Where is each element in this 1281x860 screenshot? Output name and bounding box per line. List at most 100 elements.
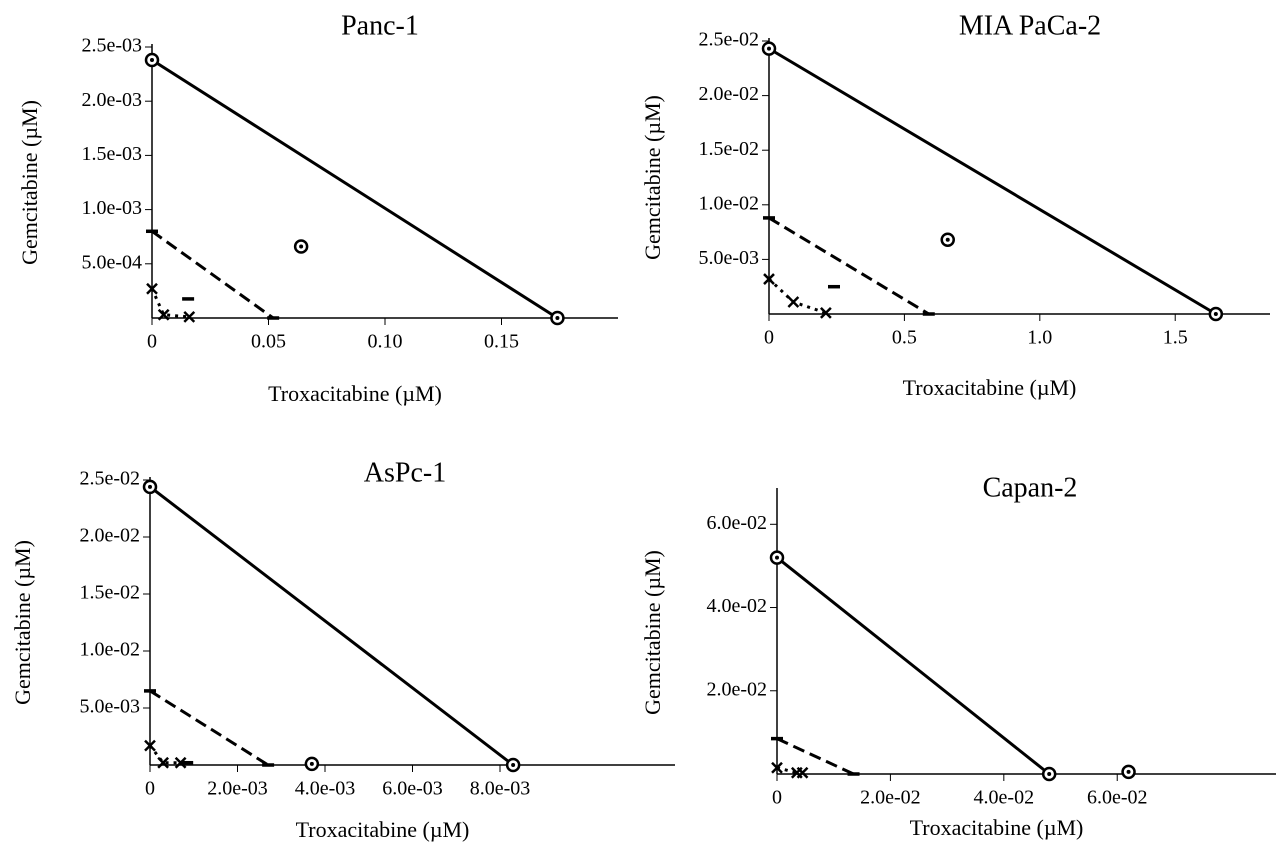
panel: Panc-1 Troxacitabine (µM) Gemcitabine (µM)… — [17, 10, 618, 406]
marker-stroke — [157, 308, 170, 321]
marker-cross — [157, 756, 170, 769]
series-line — [768, 216, 930, 316]
marker-dot — [309, 761, 314, 766]
marker-cross — [787, 296, 800, 308]
y-axis-label: Gemcitabine (µM) — [10, 540, 35, 705]
marker-stroke — [763, 273, 775, 285]
marker-circle — [304, 756, 320, 772]
series-line — [151, 58, 559, 320]
series-line — [776, 766, 803, 775]
marker-dot — [148, 484, 152, 489]
x-tick-label: 1.0 — [1027, 327, 1052, 349]
y-tick-label: 2.5e-02 — [79, 468, 140, 490]
panel-title: Panc-1 — [341, 10, 419, 41]
y-tick-label: 2.0e-02 — [698, 83, 759, 105]
marker-cross — [771, 761, 783, 774]
series-line — [151, 230, 275, 320]
marker-circle — [550, 310, 565, 326]
x-tick-label: 6.0e-03 — [382, 778, 443, 800]
x-tick-label: 4.0e-02 — [974, 787, 1035, 809]
x-tick-label: 0.05 — [251, 331, 286, 353]
y-tick-label: 1.5e-02 — [79, 582, 140, 604]
x-tick-label: 6.0e-02 — [1087, 787, 1148, 809]
y-axis-label: Gemcitabine (µM) — [640, 550, 665, 715]
marker-stroke — [146, 282, 158, 295]
y-tick-label: 1.5e-02 — [698, 138, 759, 160]
y-tick-label: 2.0e-02 — [706, 678, 767, 700]
y-tick-label: 6.0e-02 — [706, 512, 767, 534]
marker-dot — [299, 244, 304, 249]
panel-title: MIA PaCa-2 — [959, 10, 1101, 41]
series-line — [150, 288, 190, 319]
marker-circle — [1121, 764, 1136, 780]
marker-dot — [511, 763, 516, 767]
x-tick-label: 2.0e-03 — [207, 778, 268, 800]
marker-circle — [142, 479, 158, 495]
marker-stroke — [183, 311, 196, 323]
series-line — [776, 737, 855, 776]
y-tick-label: 1.0e-02 — [79, 639, 140, 661]
marker-stroke — [174, 756, 187, 769]
x-tick-label: 1.5 — [1163, 327, 1188, 349]
y-tick-label: 1.0e-02 — [698, 192, 759, 214]
y-tick-label: 2.0e-02 — [79, 525, 140, 547]
y-tick-label: 5.0e-03 — [79, 696, 140, 718]
y-tick-label: 5.0e-04 — [81, 251, 142, 273]
marker-dot — [775, 555, 779, 560]
x-tick-label: 0.5 — [892, 327, 917, 349]
marker-cross — [763, 273, 775, 285]
marker-dot — [767, 46, 771, 51]
marker-circle — [769, 550, 785, 565]
marker-dot — [150, 58, 154, 63]
x-tick-label: 0 — [145, 778, 155, 800]
series-line — [767, 277, 827, 315]
marker-stroke — [819, 307, 832, 319]
x-tick-label: 0 — [147, 331, 157, 353]
y-axis-label: Gemcitabine (µM) — [640, 95, 665, 260]
marker-circle — [761, 41, 777, 56]
series-line — [776, 556, 1051, 776]
marker-circle — [1041, 766, 1057, 782]
marker-cross — [146, 282, 158, 295]
y-tick-label: 1.5e-03 — [81, 143, 142, 165]
y-tick-label: 4.0e-02 — [706, 595, 767, 617]
marker-cross — [796, 766, 809, 779]
y-axis-label: Gemcitabine (µM) — [17, 100, 42, 265]
x-tick-label: 2.0e-02 — [860, 787, 921, 809]
x-tick-label: 0.15 — [484, 331, 519, 353]
marker-cross — [144, 739, 156, 752]
series-line — [148, 744, 181, 765]
x-axis-label: Troxacitabine (µM) — [296, 817, 470, 842]
x-axis-label: Troxacitabine (µM) — [903, 375, 1077, 400]
marker-circle — [1208, 306, 1224, 322]
y-tick-label: 5.0e-03 — [698, 247, 759, 269]
marker-stroke — [771, 761, 783, 774]
marker-cross — [819, 307, 832, 319]
series-line — [149, 689, 269, 767]
panel: MIA PaCa-2 Troxacitabine (µM) Gemcitabine … — [640, 10, 1270, 400]
x-tick-label: 4.0e-03 — [295, 778, 356, 800]
marker-circle — [940, 232, 955, 247]
series-line — [149, 485, 515, 767]
panel: AsPc-1 Troxacitabine (µM) Gemcitabine (µM)… — [10, 457, 675, 842]
marker-cross — [174, 756, 187, 769]
marker-dot — [1047, 772, 1052, 776]
y-tick-label: 1.0e-03 — [81, 197, 142, 219]
x-axis-label: Troxacitabine (µM) — [268, 381, 442, 406]
marker-dot — [945, 237, 950, 242]
marker-dot — [1213, 312, 1218, 316]
series-line — [768, 47, 1217, 316]
panel-title: AsPc-1 — [364, 457, 446, 488]
marker-stroke — [144, 739, 156, 752]
x-axis-label: Troxacitabine (µM) — [910, 815, 1084, 840]
marker-cross — [157, 308, 170, 321]
marker-cross — [183, 311, 196, 323]
x-tick-label: 0 — [772, 787, 782, 809]
x-tick-label: 0 — [764, 327, 774, 349]
marker-stroke — [796, 766, 809, 779]
marker-dot — [1126, 769, 1131, 774]
x-tick-label: 8.0e-03 — [470, 778, 531, 800]
panel-title: Capan-2 — [983, 472, 1078, 503]
panel: Capan-2 Troxacitabine (µM) Gemcitabine (µM… — [640, 472, 1276, 840]
